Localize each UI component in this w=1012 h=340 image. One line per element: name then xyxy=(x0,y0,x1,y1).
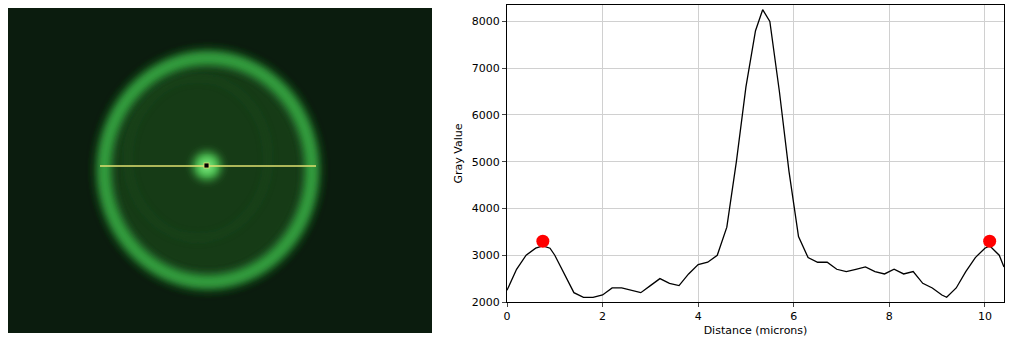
svg-text:10: 10 xyxy=(978,310,992,323)
svg-text:5000: 5000 xyxy=(472,156,500,169)
svg-text:8: 8 xyxy=(886,310,893,323)
svg-text:4000: 4000 xyxy=(472,202,500,215)
svg-text:2: 2 xyxy=(599,310,606,323)
svg-text:Distance (microns): Distance (microns) xyxy=(704,324,808,337)
svg-text:6: 6 xyxy=(790,310,797,323)
svg-text:3000: 3000 xyxy=(472,249,500,262)
svg-text:0: 0 xyxy=(504,310,511,323)
svg-text:2000: 2000 xyxy=(472,296,500,309)
svg-text:8000: 8000 xyxy=(472,15,500,28)
svg-text:6000: 6000 xyxy=(472,109,500,122)
svg-text:4: 4 xyxy=(695,310,702,323)
svg-text:7000: 7000 xyxy=(472,62,500,75)
svg-text:Gray Value: Gray Value xyxy=(452,123,465,183)
